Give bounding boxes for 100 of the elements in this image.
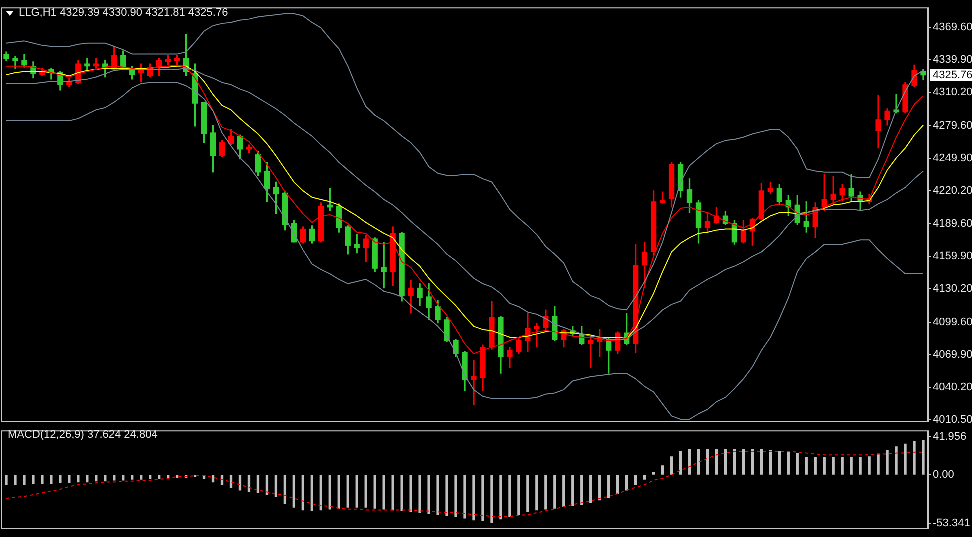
bar (490, 475, 494, 524)
bar (364, 475, 368, 508)
bar (113, 475, 116, 481)
bar (310, 475, 314, 512)
bar (230, 475, 233, 488)
bar (346, 475, 350, 508)
bar (670, 456, 674, 475)
bar (661, 466, 664, 475)
bar (284, 475, 287, 504)
bar (68, 475, 71, 484)
bar (733, 449, 736, 475)
bar (823, 458, 826, 475)
bar (922, 440, 925, 475)
chart-title: MACD(12,26,9) 37.624 24.804 (8, 429, 158, 441)
bar (338, 475, 340, 509)
bar (850, 458, 853, 475)
bar (652, 472, 656, 475)
bar (32, 475, 35, 484)
bar (778, 451, 781, 475)
bar (886, 450, 889, 475)
y-tick-label: 4279.60 (933, 120, 972, 132)
bar (580, 475, 584, 506)
bar (742, 449, 746, 475)
y-tick-label: 4069.90 (933, 349, 972, 362)
bar (526, 475, 530, 512)
bar (868, 456, 871, 475)
bar (41, 475, 44, 484)
bar (598, 475, 602, 501)
bar (814, 458, 817, 475)
bar (841, 458, 844, 475)
bar (320, 475, 322, 511)
bar (14, 475, 17, 486)
bar (904, 444, 907, 475)
bar (292, 475, 296, 508)
bar (149, 475, 152, 479)
y-tick-label: 4310.20 (933, 86, 972, 98)
bar (410, 475, 412, 512)
bar (382, 475, 386, 510)
bar (832, 458, 835, 475)
bar (805, 458, 808, 475)
bar (787, 452, 790, 475)
bar (634, 475, 638, 486)
bar (400, 475, 404, 512)
line-series (6, 451, 924, 518)
y-tick-label: 4130.20 (933, 283, 972, 296)
bar (464, 475, 466, 519)
bar (697, 449, 700, 475)
bar (418, 475, 422, 514)
bar (616, 475, 620, 494)
y-tick-label: 4159.90 (933, 250, 972, 263)
bar (428, 475, 430, 514)
bar (356, 475, 358, 508)
bar (5, 475, 8, 486)
y-tick-label: -53.341 (933, 517, 970, 530)
y-tick-label: 0.00 (933, 469, 954, 482)
text: 4325.76 (933, 69, 972, 82)
bar (751, 449, 754, 475)
bar (50, 475, 53, 484)
bar (536, 475, 538, 511)
bar (796, 452, 799, 475)
bar (23, 475, 26, 486)
bar (266, 475, 269, 496)
bar (625, 475, 628, 491)
bar (572, 475, 574, 506)
y-tick-label: 4220.20 (933, 184, 972, 197)
bar (140, 475, 143, 480)
bar (859, 458, 862, 475)
bar (86, 475, 89, 483)
bar (176, 475, 179, 478)
bar (392, 475, 394, 511)
bar (220, 475, 224, 486)
bar (256, 475, 260, 494)
bar (454, 475, 458, 517)
bar (518, 475, 520, 516)
bar (472, 475, 476, 521)
bar (760, 449, 764, 475)
y-tick-label: 4249.90 (933, 152, 972, 164)
bar (562, 475, 566, 508)
bar (446, 475, 448, 516)
bar (122, 475, 125, 481)
y-tick-label: 4339.90 (933, 54, 972, 66)
bar (131, 475, 134, 480)
bar (679, 451, 682, 475)
bar (554, 475, 556, 509)
bar (238, 475, 242, 491)
bar (212, 475, 215, 483)
chart-title: LLG,H1 4329.39 4330.90 4321.81 4325.76 (19, 7, 228, 19)
bar (715, 449, 718, 475)
bar (302, 475, 305, 511)
bar (436, 475, 440, 516)
y-tick-label: 4369.60 (933, 21, 972, 34)
y-tick-label: 4099.60 (933, 316, 972, 329)
bar (895, 446, 898, 475)
bar (877, 454, 880, 475)
bar (508, 475, 512, 517)
bar (328, 475, 332, 510)
bar (248, 475, 251, 493)
bar (544, 475, 548, 510)
bar (643, 475, 646, 480)
bar (724, 449, 728, 475)
